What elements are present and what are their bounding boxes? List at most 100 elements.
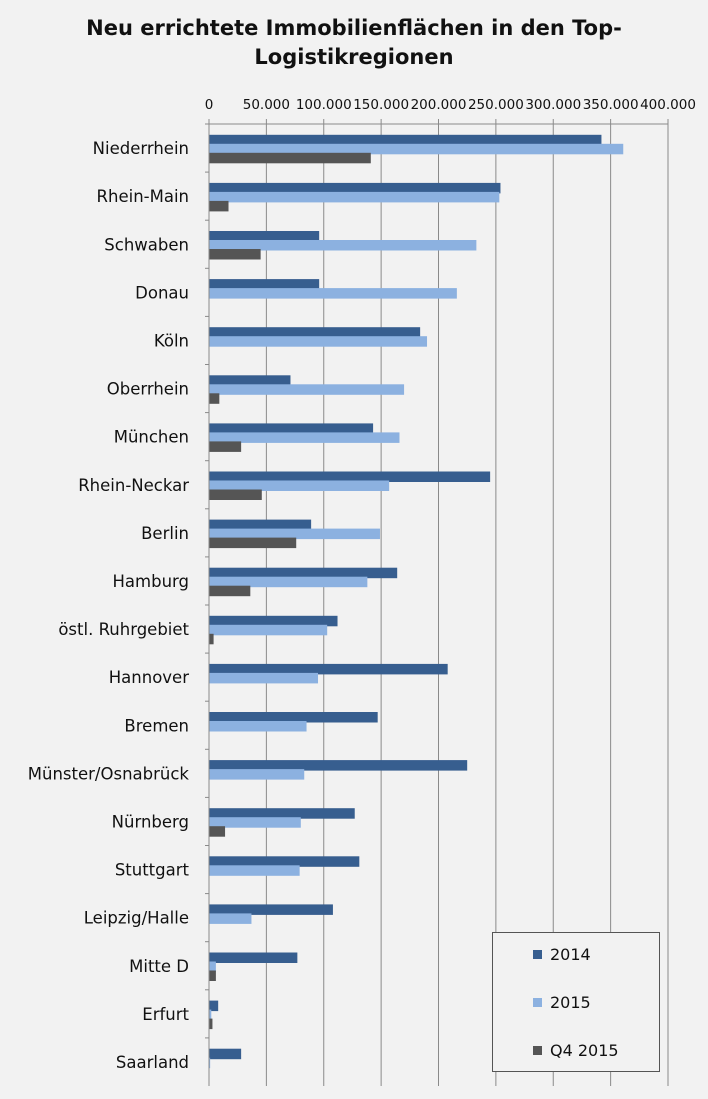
bar-2014 [209,375,291,386]
chart-title-line-2: Logistikregionen [254,45,454,69]
bar-q4-2015 [209,489,262,500]
bar-2014 [209,1048,242,1060]
bar-2014 [209,231,320,242]
bar-2014 [209,182,501,194]
bar-2015 [209,143,624,155]
bar-q4-2015 [209,826,226,837]
x-tick-label: 200.000 [411,97,467,113]
category-label: östl. Ruhrgebiet [58,620,189,639]
bar-2014 [209,567,398,579]
bar-2015 [209,817,301,828]
bar-2014 [209,471,491,482]
gridlines [265,124,669,1086]
bar-q4-2015 [209,585,251,597]
bar-2014 [209,615,338,627]
x-tick-label: 150.000 [353,97,409,113]
category-label: Rhein-Neckar [78,476,189,495]
bar-2015 [209,528,380,540]
category-label: München [114,428,189,447]
bar-2014 [209,519,312,531]
x-tick-label: 300.000 [525,97,581,113]
bar-2015 [209,480,390,491]
bars [209,134,624,1069]
bar-2014 [209,663,448,675]
bar-q4-2015 [209,200,229,212]
bar-q4-2015 [209,1018,213,1030]
category-label: Stuttgart [115,861,190,880]
category-label: Köln [154,331,189,350]
bar-2015 [209,1057,211,1069]
x-tick-label: 250.000 [468,97,524,113]
bar-2014 [209,952,298,963]
bar-2014 [209,279,320,290]
x-tick-labels: 0 50.000 100.000 150.000 200.000 250.000 300.0… [205,97,696,113]
bar-2015 [209,672,319,684]
category-label: Berlin [141,524,189,543]
legend-item-2015: 2015 [533,993,591,1012]
legend-label-2015: 2015 [550,993,591,1012]
category-labels: Niederrhein Rhein-Main Schwaben Donau Köln Ob… [28,139,190,1072]
bar-q4-2015 [209,441,242,452]
legend-label-q4-2015: Q4 2015 [550,1041,619,1060]
category-label: Saarland [116,1053,189,1072]
legend-swatch-q4-2015 [533,1046,542,1055]
bar-2015 [209,913,252,924]
bar-2015 [209,384,405,395]
bar-2015 [209,961,216,972]
bar-q4-2015 [209,970,216,981]
bar-2014 [209,712,378,723]
bar-2015 [209,432,400,443]
category-label: Schwaben [104,235,189,254]
bar-q4-2015 [209,249,261,260]
category-label: Nürnberg [112,812,189,831]
bar-2014 [209,904,333,915]
bar-2014 [209,134,602,146]
bar-2015 [209,576,368,588]
bar-q4-2015 [209,393,220,404]
legend: 2014 2015 Q4 2015 [492,932,660,1072]
category-label: Niederrhein [93,139,189,158]
axes [205,119,669,1086]
bar-2014 [209,327,421,338]
legend-swatch-2015 [533,998,542,1007]
bar-2015 [209,769,305,780]
legend-label-2014: 2014 [550,945,591,964]
bar-2015 [209,865,300,876]
bar-q4-2015 [209,152,371,164]
category-label: Erfurt [142,1005,189,1024]
bar-2014 [209,423,374,434]
bar-2015 [209,288,457,299]
category-label: Oberrhein [107,380,189,399]
bar-2015 [209,336,428,347]
bar-2014 [209,1000,219,1012]
legend-item-q4-2015: Q4 2015 [533,1041,619,1060]
category-label: Hamburg [113,572,190,591]
x-tick-label: 100.000 [296,97,352,113]
category-label: Leipzig/Halle [84,909,189,928]
chart-title-line-1: Neu errichtete Immobilienflächen in den … [86,16,622,40]
legend-item-2014: 2014 [533,945,591,964]
legend-swatch-2014 [533,950,542,959]
bar-2015 [209,721,307,732]
category-label: Mitte D [129,957,189,976]
bar-2014 [209,760,468,771]
x-tick-label: 350.000 [583,97,639,113]
bar-2014 [209,808,355,819]
category-label: Rhein-Main [97,187,189,206]
x-tick-label: 400.000 [640,97,696,113]
bar-2015 [209,240,477,251]
x-tick-label: 0 [205,97,214,113]
category-label: Münster/Osnabrück [28,764,190,783]
category-label: Hannover [109,668,189,687]
bar-q4-2015 [209,537,297,549]
category-label: Donau [135,283,189,302]
category-label: Bremen [124,716,189,735]
bar-q4-2015 [209,633,214,645]
bar-2014 [209,856,360,867]
x-tick-label: 50.000 [243,97,290,113]
bar-2015 [209,624,328,636]
bar-2015 [209,191,500,203]
bar-2015 [209,1009,212,1021]
chart-title: Neu errichtete Immobilienflächen in den … [0,14,708,72]
